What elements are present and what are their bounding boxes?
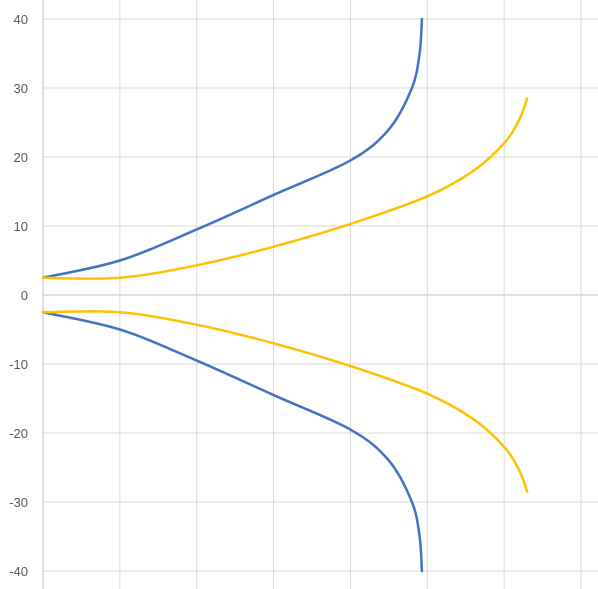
series-line-3 <box>41 97 529 280</box>
y-tick-label: 40 <box>14 12 28 27</box>
y-axis-tick-labels: 40 30 20 10 0 -10 -20 -30 -40 <box>9 12 28 579</box>
y-tick-label: -20 <box>9 426 28 441</box>
y-tick-label: -40 <box>9 564 28 579</box>
y-tick-label: -10 <box>9 357 28 372</box>
series-line-4 <box>41 310 529 493</box>
series-line-2 <box>41 311 424 573</box>
y-tick-label: 0 <box>21 288 28 303</box>
y-tick-label: -30 <box>9 495 28 510</box>
y-tick-label: 10 <box>14 219 28 234</box>
grid <box>42 0 598 589</box>
y-tick-label: 30 <box>14 81 28 96</box>
series-line-1 <box>41 17 424 279</box>
y-tick-label: 20 <box>14 150 28 165</box>
series-lines <box>41 17 529 573</box>
